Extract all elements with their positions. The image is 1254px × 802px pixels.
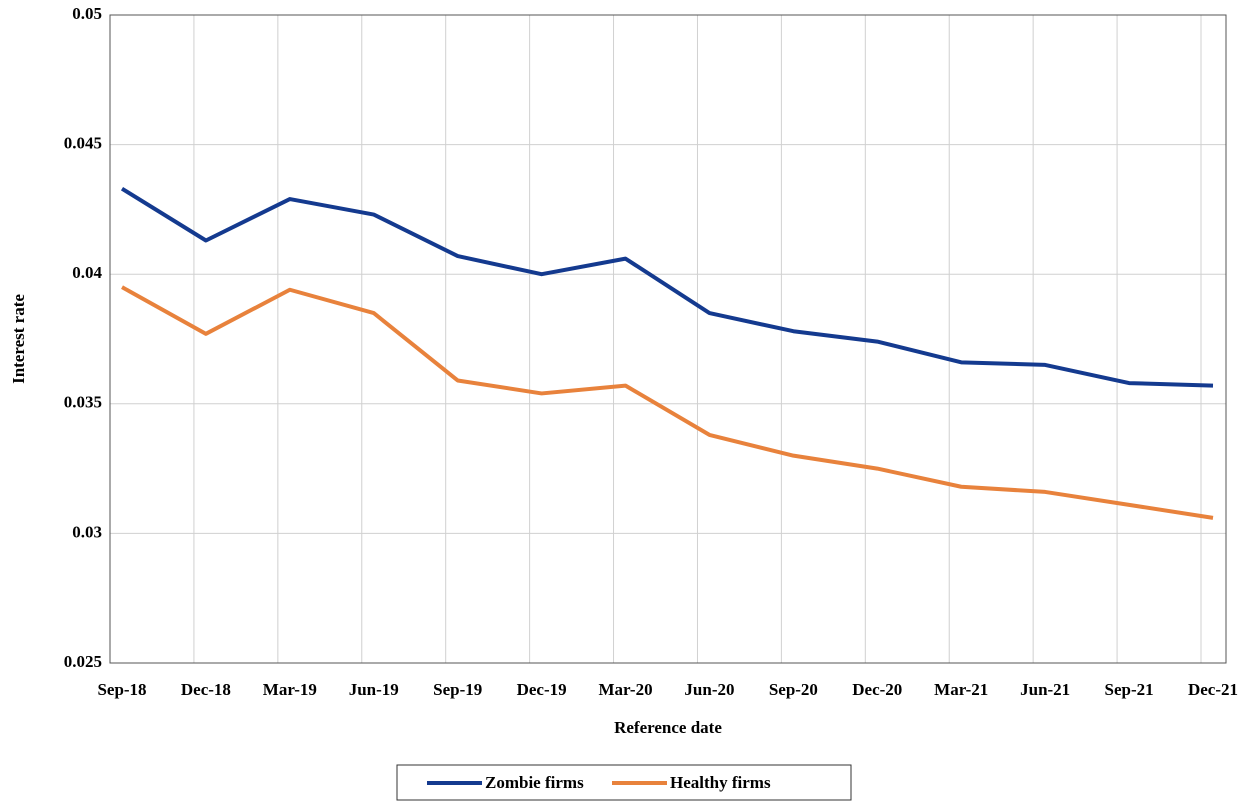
y-tick-label: 0.025	[64, 652, 102, 671]
x-tick-label: Mar-21	[934, 680, 988, 699]
x-tick-label: Sep-18	[97, 680, 146, 699]
y-tick-label: 0.04	[72, 263, 102, 282]
x-tick-label: Dec-19	[517, 680, 567, 699]
plot-border	[109, 14, 1227, 664]
legend-label: Zombie firms	[485, 773, 584, 792]
x-tick-label: Jun-20	[684, 680, 734, 699]
x-tick-label: Sep-19	[433, 680, 482, 699]
y-tick-label: 0.05	[72, 4, 102, 23]
y-tick-label: 0.045	[64, 134, 102, 153]
y-axis-label: Interest rate	[9, 294, 28, 384]
line-series	[120, 186, 1214, 388]
x-tick-label: Dec-21	[1188, 680, 1238, 699]
x-axis-label: Reference date	[614, 718, 722, 737]
x-tick-label: Sep-21	[1105, 680, 1154, 699]
line-series	[121, 285, 1214, 520]
x-tick-label: Sep-20	[769, 680, 818, 699]
x-tick-label: Mar-20	[598, 680, 652, 699]
legend-label: Healthy firms	[670, 773, 771, 792]
x-tick-label: Jun-21	[1020, 680, 1070, 699]
y-tick-label: 0.03	[72, 522, 102, 541]
y-tick-label: 0.035	[64, 393, 102, 412]
x-tick-label: Jun-19	[349, 680, 399, 699]
x-tick-label: Mar-19	[263, 680, 317, 699]
x-tick-label: Dec-20	[852, 680, 902, 699]
x-tick-label: Dec-18	[181, 680, 231, 699]
legend-box	[396, 764, 852, 801]
